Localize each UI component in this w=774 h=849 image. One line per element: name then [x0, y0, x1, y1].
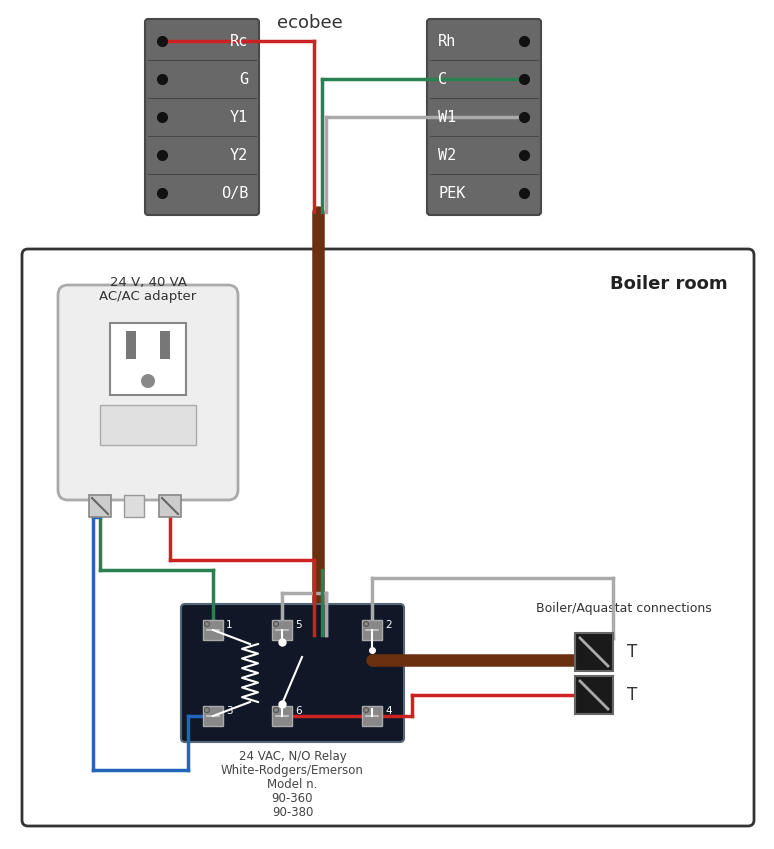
Text: W1: W1 — [438, 110, 456, 125]
Bar — [124, 495, 144, 517]
Text: Y1: Y1 — [230, 110, 248, 125]
Bar — [100, 405, 196, 445]
Text: 6: 6 — [295, 706, 302, 716]
Bar — [160, 331, 170, 359]
Text: W2: W2 — [438, 148, 456, 162]
Text: AC/AC adapter: AC/AC adapter — [99, 290, 197, 303]
Text: 2: 2 — [385, 620, 392, 630]
FancyBboxPatch shape — [181, 604, 404, 742]
Text: 1: 1 — [226, 620, 233, 630]
Text: 90-360: 90-360 — [272, 792, 313, 805]
Bar — [575, 676, 613, 714]
Bar — [362, 620, 382, 640]
Bar — [203, 706, 223, 726]
Text: Boiler room: Boiler room — [611, 275, 728, 293]
Circle shape — [141, 374, 155, 388]
FancyBboxPatch shape — [58, 285, 238, 500]
Bar — [575, 633, 613, 671]
Text: T: T — [627, 643, 637, 661]
Text: 24 V, 40 VA: 24 V, 40 VA — [109, 276, 187, 289]
Text: 3: 3 — [226, 706, 233, 716]
FancyBboxPatch shape — [427, 19, 541, 215]
Text: 24 VAC, N/O Relay: 24 VAC, N/O Relay — [238, 750, 347, 763]
Bar — [110, 323, 186, 395]
Bar — [272, 620, 292, 640]
Text: ecobee: ecobee — [277, 14, 343, 32]
Text: Boiler/Aquastat connections: Boiler/Aquastat connections — [536, 602, 712, 615]
Text: 5: 5 — [295, 620, 302, 630]
Text: Rh: Rh — [438, 33, 456, 48]
Bar — [89, 495, 111, 517]
Text: White-Rodgers/Emerson: White-Rodgers/Emerson — [221, 764, 364, 777]
Text: T: T — [627, 686, 637, 704]
Text: 90-380: 90-380 — [272, 806, 313, 819]
Bar — [272, 706, 292, 726]
Text: O/B: O/B — [221, 185, 248, 200]
Text: Y2: Y2 — [230, 148, 248, 162]
Text: C: C — [438, 71, 447, 87]
Bar — [362, 706, 382, 726]
Text: PEK: PEK — [438, 185, 465, 200]
Bar — [159, 495, 181, 517]
FancyBboxPatch shape — [145, 19, 259, 215]
Text: 4: 4 — [385, 706, 392, 716]
Bar — [203, 620, 223, 640]
Text: Rc: Rc — [230, 33, 248, 48]
Text: G: G — [239, 71, 248, 87]
Text: Model n.: Model n. — [267, 778, 317, 791]
Bar — [126, 331, 136, 359]
